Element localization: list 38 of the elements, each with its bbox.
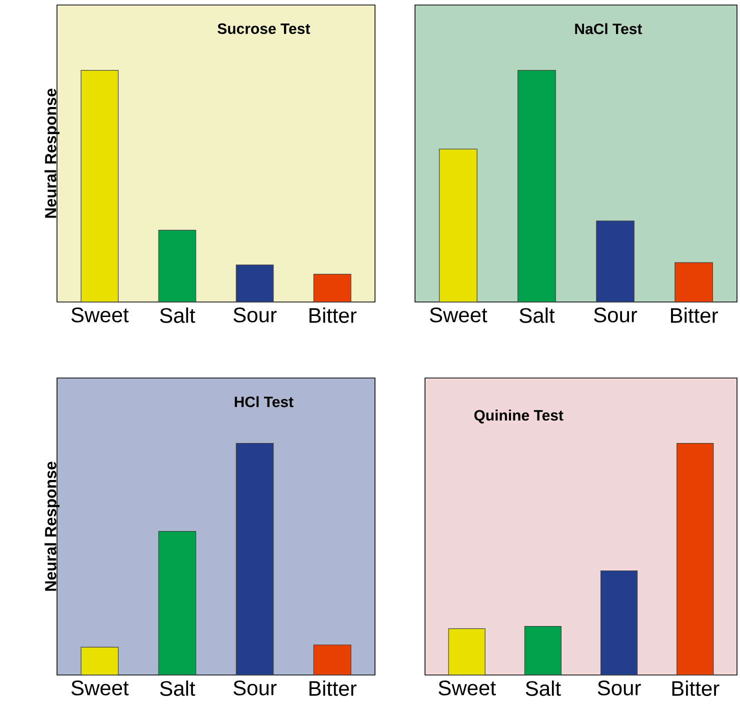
x-tick-label: Sweet <box>71 308 129 322</box>
chart-title: Sucrose Test <box>218 23 310 34</box>
x-tick-label: Sweet <box>438 680 496 696</box>
bar <box>439 148 478 302</box>
bar <box>518 70 556 302</box>
x-tick-label: Sour <box>594 308 638 322</box>
bar <box>236 443 274 676</box>
bar <box>313 644 352 676</box>
x-tick-label: Sour <box>598 680 641 696</box>
bar <box>158 230 196 302</box>
chart-title: NaCl Test <box>575 23 642 34</box>
x-tick-label: Bitter <box>310 680 357 696</box>
bar <box>80 70 119 302</box>
bar <box>158 531 196 676</box>
x-tick-label: Sour <box>234 308 277 322</box>
bar <box>80 646 119 676</box>
x-tick-label: Bitter <box>671 308 718 323</box>
bar <box>674 262 713 302</box>
x-tick-label: Bitter <box>672 680 720 696</box>
x-tick-label: Sweet <box>71 680 129 696</box>
x-tick-label: Sour <box>234 680 277 696</box>
bar <box>236 264 274 302</box>
bar <box>524 626 562 676</box>
x-tick-label: Salt <box>520 308 555 323</box>
bar <box>313 274 352 302</box>
chart-title: Quinine Test <box>474 410 564 424</box>
x-tick-label: Salt <box>160 680 196 696</box>
bar <box>600 570 638 676</box>
y-axis-title: Neural Response <box>44 462 60 591</box>
bar <box>596 220 634 302</box>
x-tick-label: Salt <box>160 308 196 323</box>
x-tick-label: Bitter <box>310 308 357 323</box>
x-tick-label: Sweet <box>430 308 488 322</box>
y-axis-title: Neural Response <box>44 88 60 218</box>
bar <box>448 628 486 676</box>
bar <box>676 443 714 676</box>
x-tick-label: Salt <box>526 680 561 696</box>
chart-title: HCl Test <box>234 396 294 408</box>
